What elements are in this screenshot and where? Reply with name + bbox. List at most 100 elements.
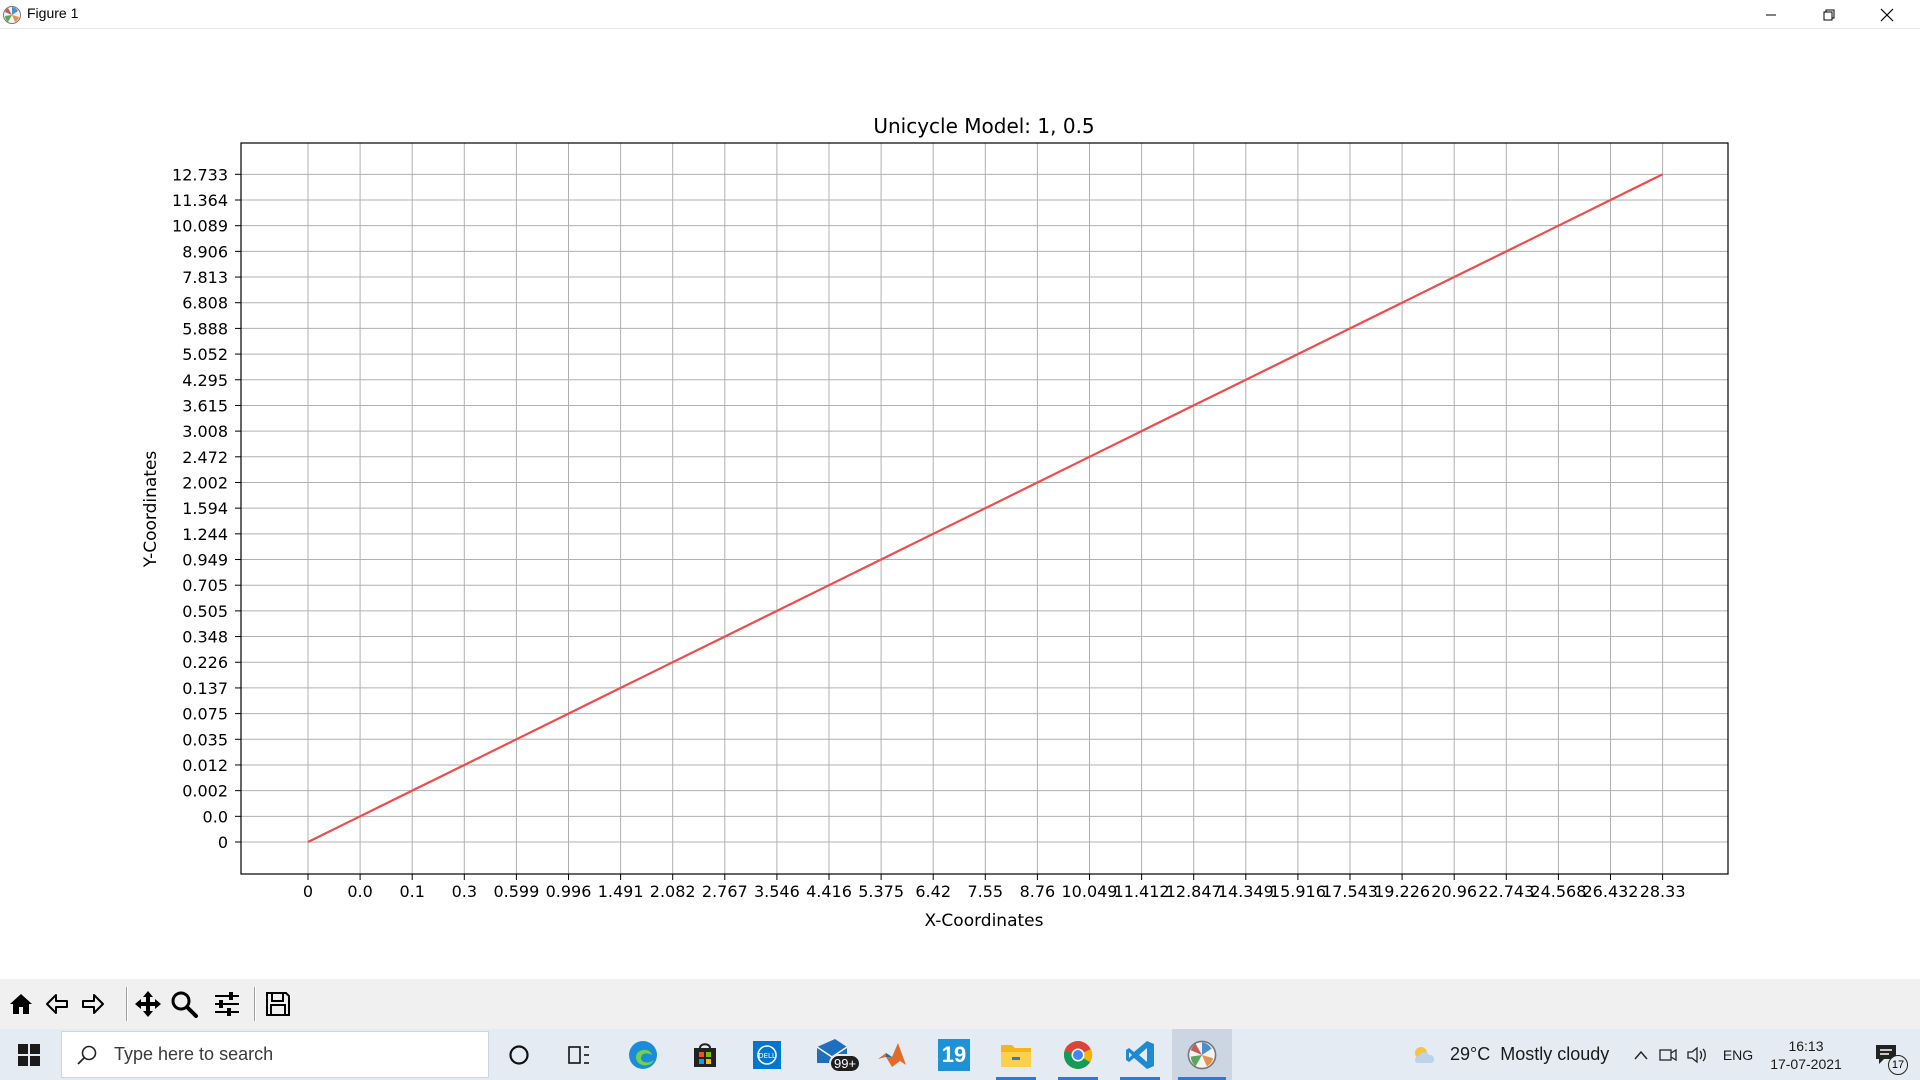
close-icon <box>1880 8 1894 21</box>
meet-now-button[interactable] <box>1656 1029 1680 1080</box>
folder-icon <box>1001 1044 1031 1067</box>
chart-title: Unicycle Model: 1, 0.5 <box>873 114 1094 138</box>
taskbar-vscode[interactable] <box>1114 1029 1166 1080</box>
minimize-button[interactable] <box>1742 0 1800 29</box>
matplotlib-logo-icon <box>1187 1040 1217 1069</box>
taskbar-mail[interactable]: 99+ <box>805 1029 862 1080</box>
chevron-up-icon <box>1634 1050 1648 1059</box>
x-axis-label: X-Coordinates <box>925 911 1044 931</box>
meet-now-icon <box>1659 1048 1677 1061</box>
x-tick-label: 0.3 <box>452 882 477 901</box>
taskbar-dell[interactable]: DELL <box>742 1029 792 1080</box>
weather-widget[interactable]: 29°C Mostly cloudy <box>1410 1029 1624 1080</box>
y-tick-label: 0 <box>218 833 228 852</box>
y-tick-label: 0.0 <box>203 807 228 826</box>
zoom-button[interactable] <box>167 987 201 1021</box>
y-tick-label: 0.949 <box>182 551 228 570</box>
mail-badge: 99+ <box>829 1054 862 1073</box>
toolbar-separator <box>126 987 128 1021</box>
chrome-icon <box>1063 1040 1093 1069</box>
x-tick-label: 10.049 <box>1062 882 1118 901</box>
dell-icon: DELL <box>753 1040 781 1069</box>
taskbar-search-box[interactable]: Type here to search <box>61 1031 489 1078</box>
action-center-button[interactable]: 17 <box>1862 1029 1912 1080</box>
x-tick-label: 8.76 <box>1020 882 1056 901</box>
y-tick-label: 5.052 <box>182 345 228 364</box>
window-title: Figure 1 <box>27 5 79 21</box>
taskbar-store[interactable] <box>680 1029 730 1080</box>
taskbar-file-explorer[interactable] <box>990 1029 1042 1080</box>
taskbar-chrome[interactable] <box>1052 1029 1104 1080</box>
minimize-icon <box>1766 14 1776 15</box>
active-indicator <box>1178 1077 1226 1080</box>
y-tick-label: 6.808 <box>182 294 228 313</box>
grid <box>241 143 1728 874</box>
y-tick-label: 0.505 <box>182 602 228 621</box>
task-view-icon <box>568 1045 589 1064</box>
active-indicator <box>1058 1077 1098 1080</box>
weather-text: 29°C Mostly cloudy <box>1450 1044 1610 1064</box>
cortana-button[interactable] <box>494 1029 544 1080</box>
x-tick-label: 2.082 <box>650 882 696 901</box>
search-placeholder: Type here to search <box>114 1044 274 1064</box>
line-chart: 0 0.0 0.1 0.3 0.599 0.996 1.491 2.082 2.767 3.546… <box>141 114 1729 931</box>
save-button[interactable] <box>261 987 295 1021</box>
x-tick-label: 0.1 <box>399 882 424 901</box>
store-bag-icon <box>694 1042 716 1067</box>
matlab-icon <box>878 1042 906 1067</box>
taskbar-python-figure[interactable] <box>1172 1029 1232 1080</box>
taskbar-calendar-app[interactable]: 19 <box>929 1029 979 1080</box>
y-tick-label: 11.364 <box>172 191 228 210</box>
x-tick-label: 1.491 <box>598 882 644 901</box>
x-tick-label: 3.546 <box>754 882 800 901</box>
y-tick-label: 0.012 <box>182 756 228 775</box>
active-indicator <box>996 1077 1036 1080</box>
window-title-bar: Figure 1 <box>0 0 1920 29</box>
edge-browser-icon <box>629 1040 657 1069</box>
toolbar-separator <box>254 987 256 1021</box>
x-tick-label: 28.33 <box>1640 882 1686 901</box>
language-indicator[interactable]: ENG <box>1716 1029 1760 1080</box>
x-tick-label: 15.916 <box>1270 882 1326 901</box>
y-tick-label: 12.733 <box>172 165 228 184</box>
y-axis-label: Y-Coordinates <box>141 451 161 569</box>
y-tick-label: 0.075 <box>182 705 228 724</box>
taskbar-matlab[interactable] <box>867 1029 917 1080</box>
x-tick-label: 0 <box>303 882 313 901</box>
x-tick-label: 17.543 <box>1322 882 1378 901</box>
clock[interactable]: 16:13 17-07-2021 <box>1764 1029 1848 1080</box>
x-tick-label: 2.767 <box>702 882 748 901</box>
x-tick-label: 12.847 <box>1166 882 1222 901</box>
show-hidden-icons-button[interactable] <box>1628 1029 1654 1080</box>
configure-subplots-button[interactable] <box>210 987 244 1021</box>
notification-count: 17 <box>1888 1055 1908 1075</box>
active-indicator <box>1120 1077 1160 1080</box>
clock-time: 16:13 <box>1788 1037 1824 1054</box>
x-tick-label: 7.55 <box>967 882 1003 901</box>
x-tick-label: 14.349 <box>1218 882 1274 901</box>
x-tick-label: 4.416 <box>806 882 852 901</box>
start-button[interactable] <box>0 1029 58 1080</box>
close-button[interactable] <box>1858 0 1916 29</box>
home-button[interactable] <box>4 987 38 1021</box>
forward-button[interactable] <box>76 987 110 1021</box>
save-icon <box>266 992 290 1016</box>
y-tick-label: 0.137 <box>182 679 228 698</box>
forward-arrow-icon <box>82 994 104 1014</box>
x-tick-label: 22.743 <box>1478 882 1534 901</box>
x-tick-label: 5.375 <box>858 882 904 901</box>
notification-icon <box>1876 1044 1896 1064</box>
x-tick-label: 19.226 <box>1374 882 1430 901</box>
figure-canvas[interactable]: 0 0.0 0.1 0.3 0.599 0.996 1.491 2.082 2.767 3.546… <box>0 30 1920 979</box>
pan-button[interactable] <box>131 987 165 1021</box>
taskbar-edge[interactable] <box>618 1029 668 1080</box>
y-axis: 0 0.0 0.002 0.012 0.035 0.075 0.137 0.226 0.348 0… <box>172 165 241 852</box>
y-tick-label: 5.888 <box>182 319 228 338</box>
y-tick-label: 1.594 <box>182 499 228 518</box>
restore-button[interactable] <box>1800 0 1858 29</box>
y-tick-label: 2.472 <box>182 448 228 467</box>
task-view-button[interactable] <box>554 1029 604 1080</box>
language-text: ENG <box>1722 1046 1754 1063</box>
volume-button[interactable] <box>1682 1029 1712 1080</box>
back-button[interactable] <box>40 987 74 1021</box>
